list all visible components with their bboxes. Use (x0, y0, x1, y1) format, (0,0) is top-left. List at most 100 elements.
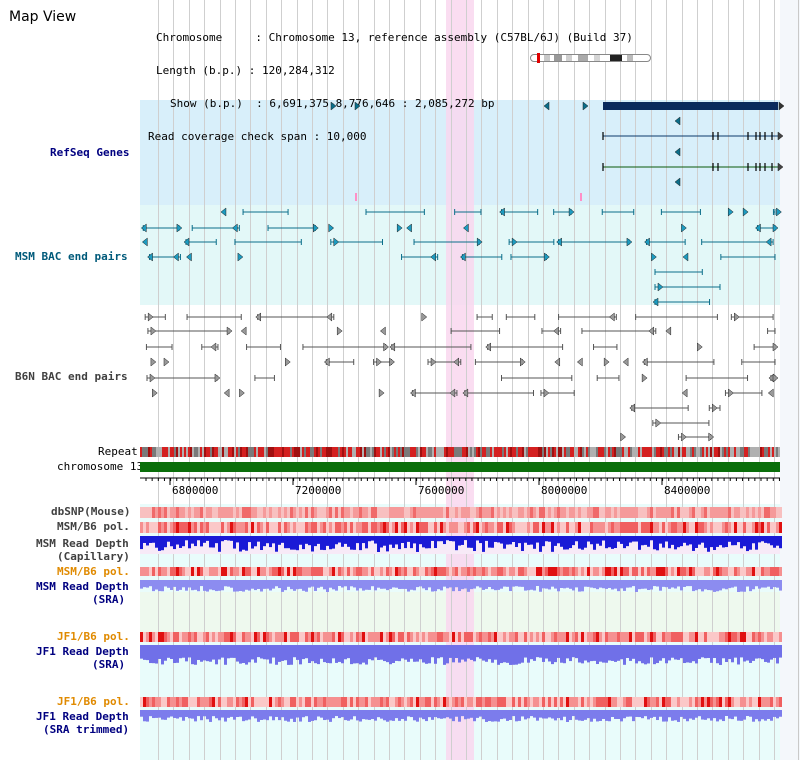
b6n-bac-end (620, 432, 627, 442)
msm-depth-capillary-bar (617, 536, 620, 542)
jf1-b6-pol-heat-cell (680, 632, 683, 642)
label-msm-b6-pol-2[interactable]: MSM/B6 pol. (57, 565, 130, 578)
jf1-depth-trimmed-bar (380, 710, 383, 719)
jf1-depth-trimmed-bar (770, 710, 773, 721)
msm-b6-pol-heat-cell (407, 522, 410, 533)
jf1-b6-pol-heat-cell (419, 697, 422, 707)
jf1-b6-pol-heat-cell (701, 697, 704, 707)
label-msm-bac[interactable]: MSM BAC end pairs (15, 250, 128, 263)
jf1-b6-pol-heat-cell (158, 632, 161, 642)
label-refseq-genes[interactable]: RefSeq Genes (50, 146, 130, 159)
label-jf1-depth-trim-1[interactable]: JF1 Read Depth (36, 710, 129, 723)
grid-line (682, 0, 683, 760)
dbsnp-heat-cell (194, 507, 197, 518)
repeat-segment (624, 447, 626, 457)
jf1-depth-trimmed-bar (563, 710, 566, 717)
repeat-segment (352, 447, 354, 457)
jf1-depth-sra-bar (719, 645, 722, 665)
repeat-segment (762, 447, 764, 457)
msm-b6-pol-heat-cell (668, 522, 671, 533)
msm-depth-capillary-bar (725, 536, 728, 548)
msm-depth-capillary-bar (308, 536, 311, 546)
jf1-b6-pol-heat-cell (551, 632, 554, 642)
dbsnp-heat-cell (290, 507, 293, 518)
msm-depth-sra-bar (695, 580, 698, 591)
jf1-b6-pol-heat-cell (506, 632, 509, 642)
label-chromosome[interactable]: chromosome 13 (57, 460, 144, 473)
msm-b6-pol-heat-cell (749, 522, 752, 533)
jf1-depth-trimmed-bar (746, 710, 749, 717)
msm-depth-capillary-bar (419, 536, 422, 545)
jf1-b6-pol-heat-cell (305, 697, 308, 707)
dbsnp-heat-cell (737, 507, 740, 518)
msm-depth-capillary-bar (395, 536, 398, 545)
msm-depth-sra-bar (251, 580, 254, 589)
jf1-depth-sra-bar (680, 645, 683, 659)
msm-depth-capillary-bar (173, 536, 176, 550)
msm-depth-sra-bar (623, 580, 626, 591)
msm-b6-pol-heat-cell (341, 522, 344, 533)
dbsnp-heat-cell (548, 507, 551, 518)
label-msm-depth-cap-1[interactable]: MSM Read Depth (36, 537, 129, 550)
msm-depth-sra-bar (341, 580, 344, 588)
grid-line (558, 0, 559, 760)
repeat-segment (506, 447, 508, 457)
jf1-depth-trimmed-bar (509, 710, 512, 720)
jf1-depth-sra-bar (527, 645, 530, 663)
dbsnp-heat-cell (518, 507, 521, 518)
jf1-b6-pol-heat-cell (365, 697, 368, 707)
label-jf1-b6-pol-2[interactable]: JF1/B6 pol. (57, 695, 130, 708)
msm-b6-pol-heat-cell (212, 522, 215, 533)
jf1-b6-pol-heat-cell (599, 632, 602, 642)
msm-depth-sra-bar (722, 580, 725, 589)
msm-depth-sra-bar (713, 580, 716, 592)
msm-depth-sra-bar (281, 580, 284, 592)
msm-depth-sra-bar (599, 580, 602, 588)
msm-b6-pol-heat-cell (293, 567, 296, 576)
msm-depth-capillary-bar (461, 536, 464, 545)
dbsnp-heat-cell (602, 507, 605, 518)
msm-b6-pol-heat-cell (410, 522, 413, 533)
chromosome-ideogram[interactable] (530, 53, 652, 63)
label-msm-b6-pol-1[interactable]: MSM/B6 pol. (57, 520, 130, 533)
msm-depth-capillary-bar (620, 536, 623, 544)
jf1-depth-trimmed-bar (389, 710, 392, 721)
msm-b6-pol-heat-cell (719, 522, 722, 533)
jf1-depth-sra-bar (593, 645, 596, 661)
msm-bac-end (231, 223, 238, 233)
msm-b6-pol-heat-cell (755, 522, 758, 533)
label-dbsnp[interactable]: dbSNP(Mouse) (51, 505, 131, 518)
msm-depth-capillary-bar (662, 536, 665, 548)
label-jf1-b6-pol-1[interactable]: JF1/B6 pol. (57, 630, 130, 643)
repeat-segment (660, 447, 662, 457)
msm-depth-capillary-bar (503, 536, 506, 549)
msm-b6-pol-heat-cell (479, 567, 482, 576)
jf1-depth-trimmed-bar (470, 710, 473, 718)
jf1-depth-trimmed-bar (779, 710, 782, 717)
msm-depth-sra-bar (632, 580, 635, 587)
msm-b6-pol-heat-cell (335, 567, 338, 576)
label-jf1-depth-sra-1[interactable]: JF1 Read Depth (36, 645, 129, 658)
msm-depth-capillary-bar (143, 536, 146, 543)
grid-line (466, 0, 467, 760)
label-repeat[interactable]: Repeat (98, 445, 138, 458)
label-b6n-bac[interactable]: B6N BAC end pairs (15, 370, 128, 383)
label-msm-depth-sra-1[interactable]: MSM Read Depth (36, 580, 129, 593)
msm-b6-pol-heat-cell (647, 567, 650, 576)
msm-b6-pol-heat-cell (197, 522, 200, 533)
repeat-segment (640, 447, 642, 457)
dbsnp-heat-cell (680, 507, 683, 518)
msm-depth-capillary-bar (242, 536, 245, 550)
jf1-b6-pol-heat-cell (374, 697, 377, 707)
msm-depth-capillary-bar (170, 536, 173, 547)
msm-b6-pol-heat-cell (623, 522, 626, 533)
msm-depth-capillary-bar (491, 536, 494, 548)
msm-b6-pol-heat-cell (329, 567, 332, 576)
repeat-segment (204, 447, 206, 457)
jf1-b6-pol-heat-cell (734, 697, 737, 707)
jf1-depth-trimmed-bar (197, 710, 200, 717)
msm-b6-pol-heat-cell (377, 522, 380, 533)
jf1-b6-pol-heat-cell (323, 697, 326, 707)
msm-depth-sra-bar (239, 580, 242, 591)
